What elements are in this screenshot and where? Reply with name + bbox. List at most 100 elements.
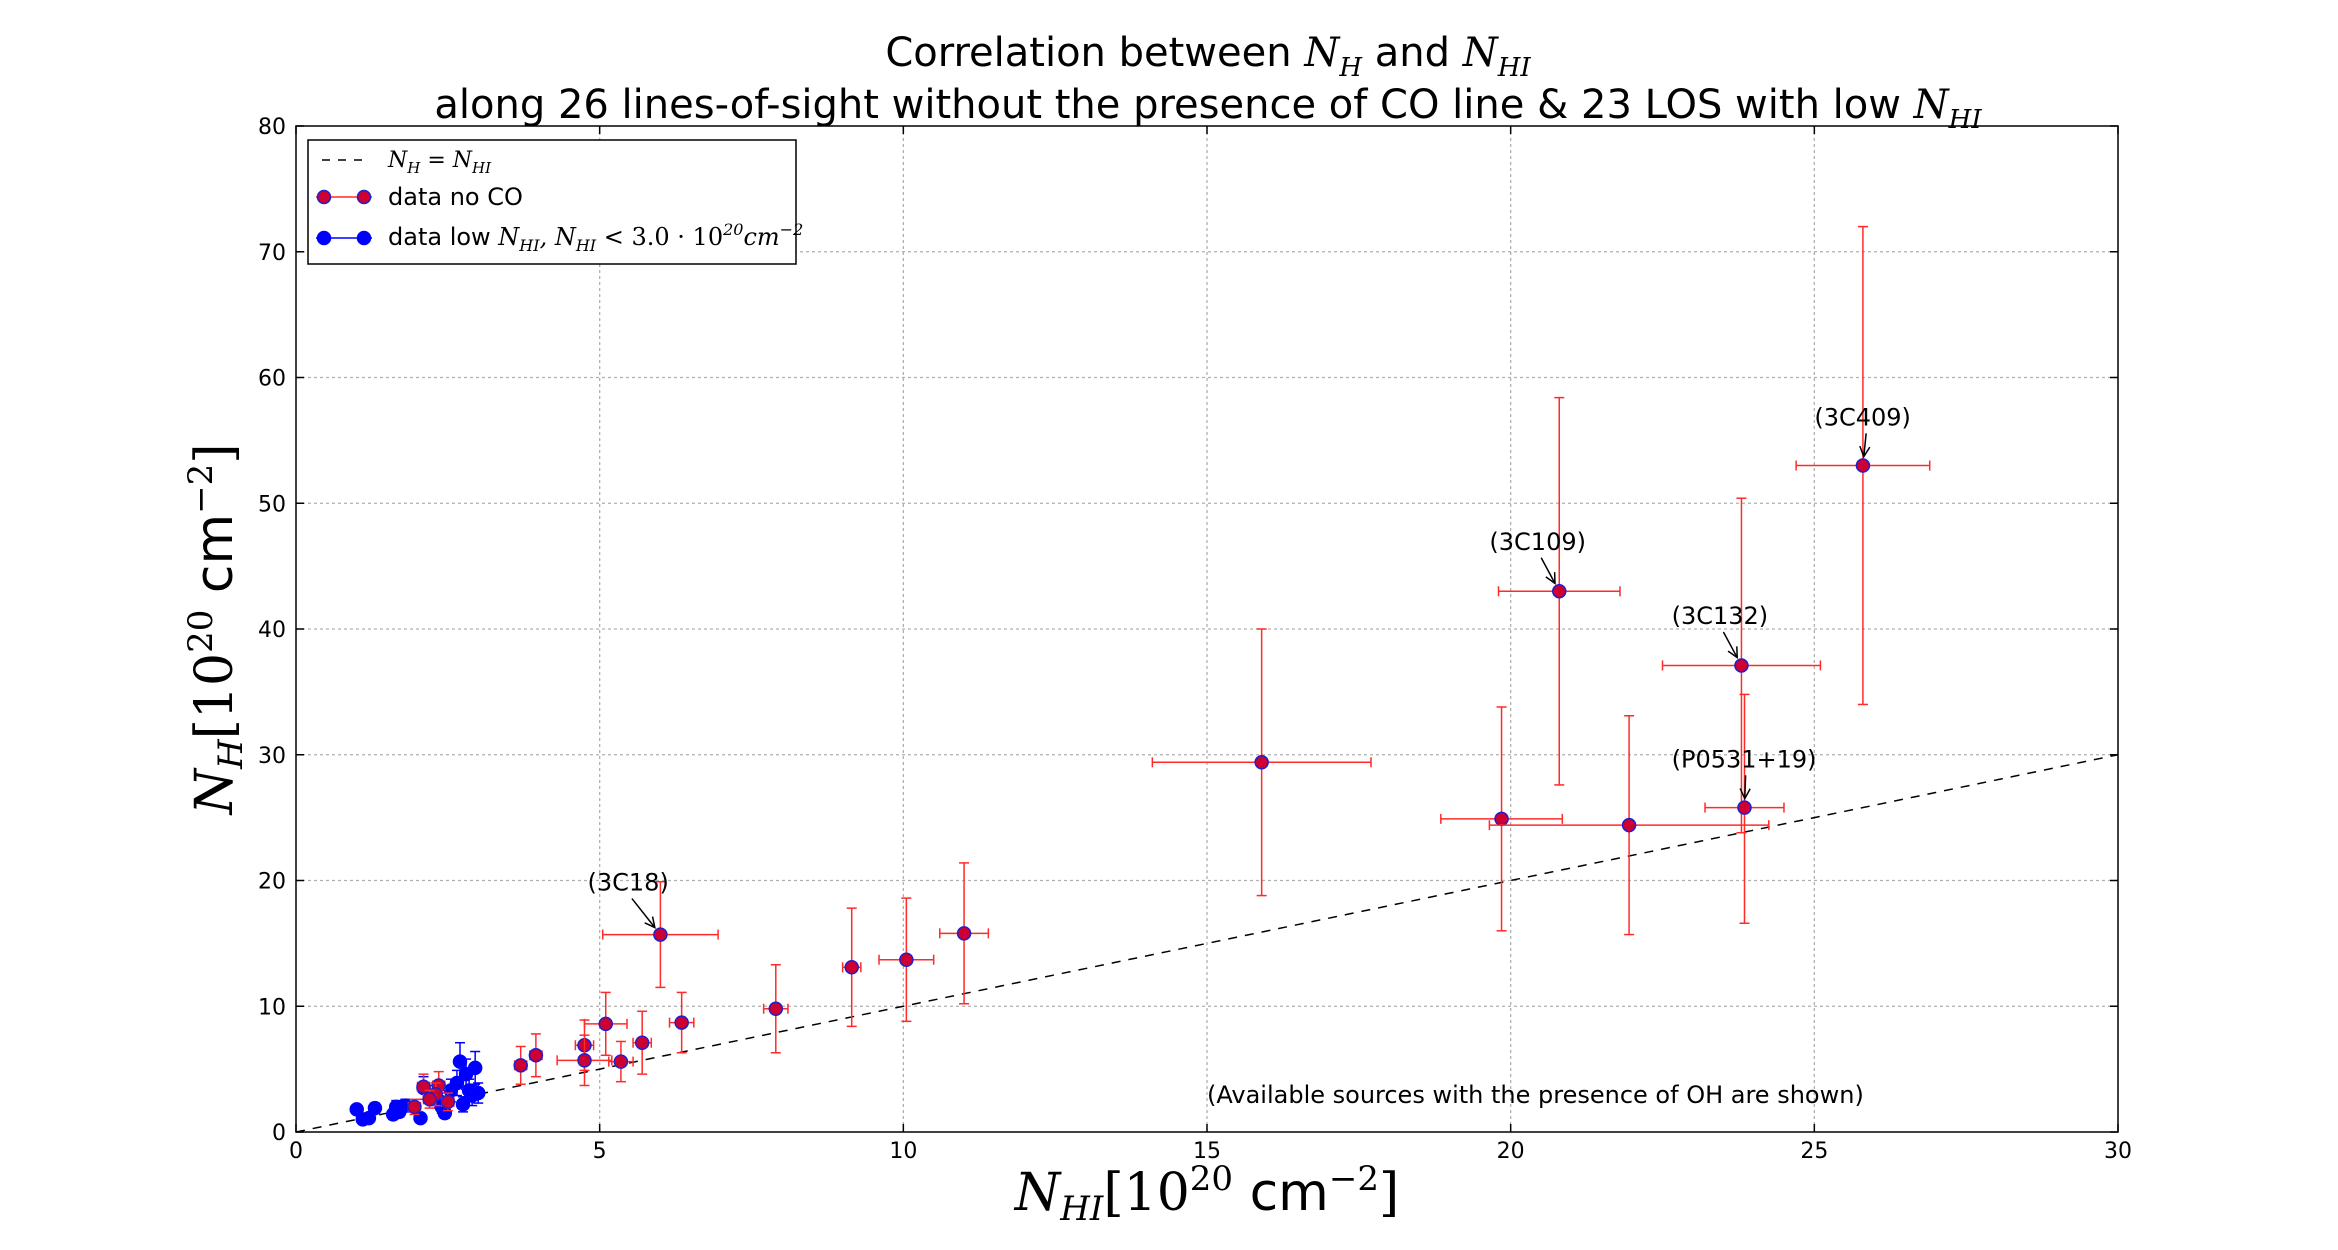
- marker: [528, 1048, 544, 1063]
- marker: [367, 1100, 383, 1116]
- marker: [422, 1092, 437, 1107]
- data-point-noco: [601, 881, 719, 989]
- data-point-low: [467, 1050, 483, 1085]
- annotation: (3C109): [1489, 528, 1586, 585]
- y-tick-label: 60: [258, 367, 286, 392]
- marker: [598, 1016, 613, 1032]
- x-tick-label: 25: [1800, 1139, 1828, 1164]
- legend-noco-marker: [356, 189, 372, 205]
- chart-title-line2: along 26 lines-of-sight without the pres…: [434, 82, 1982, 135]
- annotations: (3C409) (3C109) (3C132) (P0531+19) (3C18): [588, 403, 1911, 929]
- legend-noco-marker: [316, 189, 332, 205]
- marker: [844, 960, 859, 975]
- annotation-arrow: [1722, 631, 1738, 658]
- y-axis-label: NH[1020 cm−2]: [181, 443, 251, 816]
- marker: [577, 1053, 592, 1068]
- marker: [513, 1058, 528, 1073]
- annotation: (3C409): [1814, 403, 1911, 459]
- data-points: [349, 225, 1931, 1127]
- y-tick-label: 70: [258, 241, 286, 266]
- legend-box: [307, 139, 797, 265]
- annotation-arrowhead: [1727, 646, 1738, 660]
- y-tick-label: 80: [258, 115, 286, 140]
- data-point-noco: [841, 907, 862, 1028]
- nh-equals-nhi-line: [295, 754, 2119, 1133]
- marker: [1494, 811, 1509, 827]
- legend-low-marker: [356, 230, 372, 246]
- data-point-noco: [1795, 225, 1931, 706]
- y-tick-label: 20: [258, 870, 286, 895]
- y-tick-label: 30: [258, 744, 286, 769]
- marker: [1737, 800, 1752, 815]
- marker: [440, 1094, 456, 1110]
- annotation: (P0531+19): [1672, 745, 1817, 801]
- data-point-low: [367, 1100, 383, 1116]
- marker: [899, 952, 914, 967]
- marker: [1855, 458, 1871, 473]
- annotation-arrowhead: [1545, 572, 1556, 585]
- annotation-arrow: [1744, 775, 1747, 799]
- x-axis-label: NHI[1020 cm−2]: [1013, 1159, 1400, 1229]
- y-tick-label: 50: [258, 492, 286, 517]
- x-tick-label: 5: [593, 1139, 607, 1164]
- data-point-noco: [440, 1092, 456, 1112]
- data-point-noco: [556, 1034, 613, 1087]
- marker: [407, 1099, 422, 1115]
- marker: [956, 926, 972, 941]
- chart-title-line1: Correlation between NH and NHI: [885, 30, 1531, 83]
- y-tick-label: 0: [272, 1121, 286, 1146]
- annotation-arrowhead: [644, 916, 656, 929]
- axis-ticks: 0 5 10 15 20 25 30 0 10 20 30 40 50 60 70 80: [258, 115, 2132, 1164]
- grid: [296, 126, 2118, 1132]
- data-point-noco: [1488, 715, 1770, 936]
- data-point-noco: [513, 1045, 528, 1085]
- data-point-noco: [1151, 628, 1372, 897]
- x-tick-label: 15: [1193, 1139, 1221, 1164]
- legend-low-label: data low NHI, NHI < 3.0 · 1020cm−2: [388, 220, 803, 255]
- legend: NH = NHI data no CO data low NHI, NHI < …: [307, 139, 803, 265]
- annotation-arrow: [1863, 433, 1867, 457]
- marker: [467, 1060, 483, 1076]
- plot-frame: [295, 125, 2119, 1133]
- data-point-noco: [1661, 497, 1822, 834]
- data-point-noco: [1704, 693, 1785, 925]
- marker: [1552, 584, 1567, 599]
- y-tick-label: 10: [258, 995, 286, 1020]
- marker: [470, 1085, 486, 1101]
- marker: [1254, 755, 1269, 770]
- annotation-label: (3C132): [1672, 602, 1769, 630]
- data-point-noco: [407, 1098, 422, 1116]
- annotation-arrow: [1540, 557, 1556, 584]
- marker: [674, 1015, 689, 1030]
- x-tick-label: 0: [289, 1139, 303, 1164]
- marker: [1734, 658, 1749, 673]
- legend-item-low: data low NHI, NHI < 3.0 · 1020cm−2: [316, 220, 803, 255]
- marker: [768, 1001, 784, 1017]
- data-point-noco: [878, 897, 935, 1023]
- marker: [634, 1035, 650, 1050]
- annotation: (3C132): [1672, 602, 1769, 660]
- data-point-noco: [583, 991, 628, 1057]
- data-point-noco: [608, 1040, 634, 1083]
- legend-noco-label: data no CO: [388, 183, 523, 211]
- marker: [452, 1054, 468, 1069]
- legend-low-marker: [316, 230, 332, 246]
- data-point-noco: [632, 1010, 653, 1075]
- annotation-label: (P0531+19): [1672, 745, 1817, 773]
- annotation-arrowhead: [1859, 445, 1871, 459]
- annotation-label: (3C409): [1814, 403, 1911, 431]
- data-point-noco: [528, 1033, 544, 1078]
- y-tick-label: 40: [258, 618, 286, 643]
- marker: [1621, 817, 1637, 833]
- data-point-low: [470, 1082, 486, 1104]
- marker: [416, 1079, 431, 1094]
- annotation-arrowhead: [1739, 788, 1751, 801]
- data-point-noco: [1497, 396, 1621, 786]
- marker: [653, 927, 668, 942]
- marker: [613, 1054, 629, 1069]
- annotation-label: (3C109): [1489, 528, 1586, 556]
- x-tick-label: 30: [2104, 1139, 2132, 1164]
- annotation-label: (3C18): [588, 869, 669, 897]
- reference-line: [295, 754, 2119, 1133]
- annotation-arrow: [631, 898, 656, 928]
